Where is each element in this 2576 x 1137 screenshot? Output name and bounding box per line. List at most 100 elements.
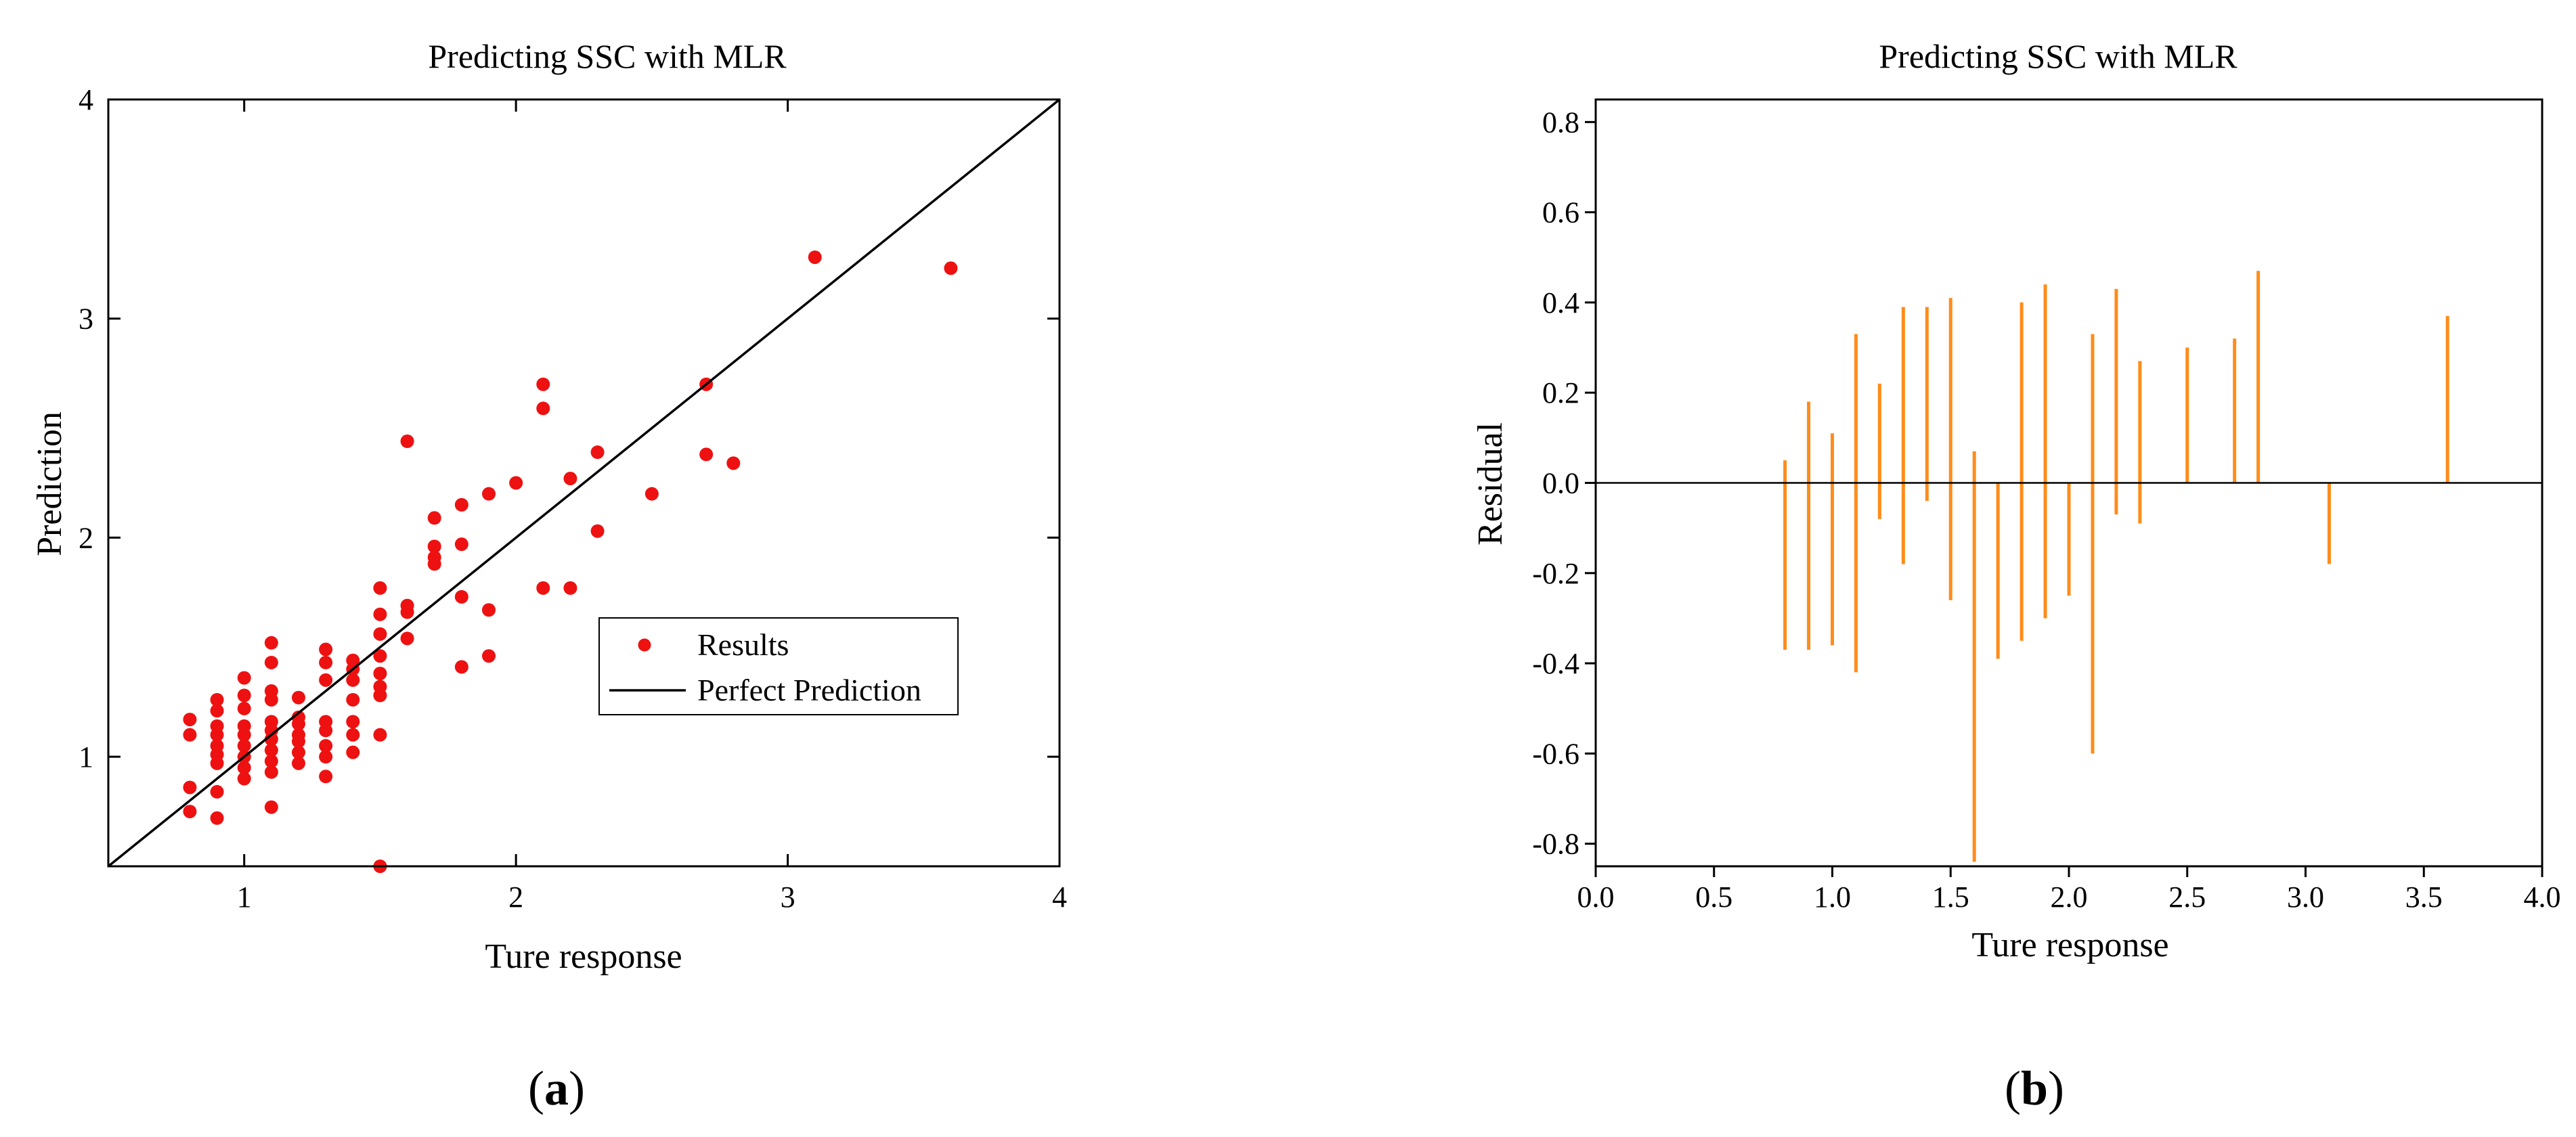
- y-tick-label: 3: [79, 303, 93, 336]
- panel-a-frame: [107, 98, 1061, 868]
- data-point: [536, 401, 550, 416]
- data-point: [482, 487, 496, 501]
- panel-b-ylabel: Residual: [1471, 422, 1510, 545]
- data-point: [808, 250, 822, 265]
- y-tick-label: 4: [79, 83, 93, 116]
- data-point: [264, 655, 278, 669]
- data-point: [699, 447, 714, 462]
- data-point: [944, 261, 958, 275]
- data-point: [400, 434, 414, 448]
- data-point: [454, 537, 468, 552]
- x-tick-label: 1: [237, 880, 252, 914]
- data-point: [346, 673, 360, 687]
- data-point: [237, 688, 251, 703]
- data-point: [373, 667, 387, 681]
- data-point: [210, 692, 224, 707]
- data-point: [183, 728, 197, 742]
- data-point: [373, 728, 387, 742]
- panel-b: Predicting SSC with MLR Ture response Re…: [1471, 37, 2561, 1115]
- panel-a-points: [183, 250, 958, 873]
- legend-box: [598, 617, 959, 715]
- data-point: [373, 649, 387, 663]
- y-tick-label: 0.2: [1542, 376, 1579, 409]
- data-point: [264, 743, 278, 757]
- data-point: [427, 550, 441, 564]
- data-point: [563, 472, 577, 486]
- legend-perfect-label: Perfect Prediction: [697, 673, 921, 707]
- panel-b-title: Predicting SSC with MLR: [1879, 37, 2237, 75]
- data-point: [427, 511, 441, 525]
- legend-results-marker: [638, 638, 651, 652]
- data-point: [645, 487, 659, 501]
- data-point: [346, 653, 360, 667]
- panel-a: Predicting SSC with MLR Ture response Pr…: [30, 37, 1067, 1115]
- x-tick-label: 4.0: [2524, 880, 2561, 914]
- panel-b-label: (b): [2005, 1061, 2064, 1115]
- x-tick-label: 4: [1052, 880, 1067, 914]
- perfect-prediction-line: [107, 98, 1061, 868]
- panel-b-bars: [1783, 271, 2449, 862]
- data-point: [292, 728, 305, 742]
- data-point: [373, 627, 387, 641]
- x-tick-label: 1.5: [1932, 880, 1969, 914]
- data-point: [183, 805, 197, 819]
- data-point: [319, 642, 333, 656]
- x-tick-label: 1.0: [1814, 880, 1851, 914]
- data-point: [237, 671, 251, 685]
- data-point: [373, 679, 387, 694]
- data-point: [264, 754, 278, 768]
- panel-a-ylabel: Prediction: [30, 411, 69, 556]
- data-point: [319, 738, 333, 753]
- y-tick-label: -0.2: [1532, 557, 1579, 590]
- data-point: [346, 692, 360, 707]
- panel-a-label: (a): [528, 1061, 585, 1115]
- data-point: [373, 607, 387, 621]
- data-point: [319, 770, 333, 784]
- x-tick-label: 2.5: [2168, 880, 2206, 914]
- data-point: [292, 756, 305, 770]
- y-tick-label: 0.4: [1542, 286, 1579, 319]
- data-point: [482, 649, 496, 663]
- panel-b-xlabel: Ture response: [1971, 926, 2168, 964]
- y-tick-label: 0.6: [1542, 196, 1579, 229]
- data-point: [319, 715, 333, 729]
- panel-b-frame: [1594, 98, 2544, 868]
- data-point: [237, 738, 251, 753]
- data-point: [292, 690, 305, 705]
- x-tick-label: 0.0: [1577, 880, 1615, 914]
- legend: Results Perfect Prediction: [598, 617, 959, 715]
- y-tick-label: -0.4: [1532, 647, 1579, 680]
- data-point: [183, 780, 197, 795]
- data-point: [590, 445, 605, 460]
- data-point: [264, 800, 278, 814]
- panel-a-line: [107, 98, 1061, 868]
- y-tick-label: 2: [79, 521, 93, 554]
- data-point: [346, 728, 360, 742]
- data-point: [264, 765, 278, 779]
- x-tick-label: 2: [508, 880, 523, 914]
- x-tick-label: 0.5: [1695, 880, 1732, 914]
- data-point: [427, 539, 441, 554]
- data-point: [563, 581, 577, 595]
- data-point: [264, 636, 278, 650]
- data-point: [292, 745, 305, 759]
- x-tick-label: 3.0: [2287, 880, 2324, 914]
- panel-a-letter: a: [544, 1061, 569, 1115]
- data-point: [210, 811, 224, 825]
- data-point: [346, 745, 360, 759]
- data-point: [454, 660, 468, 674]
- data-point: [590, 524, 605, 538]
- panel-b-y-ticks: -0.8 -0.6 -0.4 -0.2 0.0 0.2 0.4 0.6 0.8: [1532, 106, 1596, 861]
- data-point: [400, 631, 414, 646]
- data-point: [346, 715, 360, 729]
- data-point: [210, 704, 224, 718]
- x-tick-label: 2.0: [2051, 880, 2088, 914]
- data-point: [454, 497, 468, 512]
- data-point: [292, 710, 305, 724]
- data-point: [509, 476, 523, 490]
- panel-a-title: Predicting SSC with MLR: [428, 37, 787, 75]
- panel-a-xlabel: Ture response: [485, 937, 682, 976]
- data-point: [373, 581, 387, 595]
- y-tick-label: -0.8: [1532, 828, 1579, 861]
- x-tick-label: 3: [781, 880, 795, 914]
